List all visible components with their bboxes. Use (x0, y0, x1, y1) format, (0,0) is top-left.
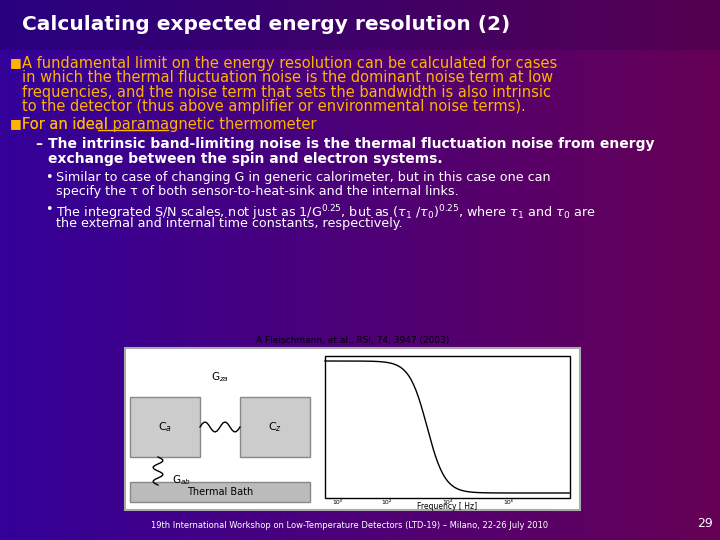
Text: A fundamental limit on the energy resolution can be calculated for cases: A fundamental limit on the energy resolu… (22, 56, 557, 71)
Text: 10⁰: 10⁰ (332, 500, 343, 505)
Text: 10²: 10² (381, 500, 392, 505)
FancyBboxPatch shape (240, 397, 310, 457)
Text: C$_a$: C$_a$ (158, 420, 172, 434)
Text: A Fleischmann, et al., RSI, 74, 3947 (2003): A Fleischmann, et al., RSI, 74, 3947 (20… (256, 336, 449, 345)
Text: Thermal Bath: Thermal Bath (187, 487, 253, 497)
Text: The integrated S/N scales, not just as 1/G$^{0.25}$, but as ($\tau_1$ /$\tau_0$): The integrated S/N scales, not just as 1… (56, 203, 595, 222)
Text: the external and internal time constants, respectively.: the external and internal time constants… (56, 218, 402, 231)
FancyBboxPatch shape (125, 348, 580, 510)
FancyBboxPatch shape (130, 482, 310, 502)
Text: For an ideal paramagnetic thermometer: For an ideal paramagnetic thermometer (22, 117, 317, 132)
Text: 10⁴: 10⁴ (442, 500, 453, 505)
Text: 10⁶: 10⁶ (503, 500, 514, 505)
Text: 19th International Workshop on Low-Temperature Detectors (LTD-19) – Milano, 22-2: 19th International Workshop on Low-Tempe… (151, 521, 549, 530)
Text: ■: ■ (10, 56, 22, 69)
Text: in which the thermal fluctuation noise is the dominant noise term at low: in which the thermal fluctuation noise i… (22, 71, 553, 85)
Text: G$_{za}$: G$_{za}$ (211, 370, 229, 384)
FancyBboxPatch shape (325, 356, 570, 498)
Text: The intrinsic band-limiting noise is the thermal fluctuation noise from energy: The intrinsic band-limiting noise is the… (48, 137, 654, 151)
Text: –: – (35, 137, 42, 151)
Text: specify the τ of both sensor-to-heat-sink and the internal links.: specify the τ of both sensor-to-heat-sin… (56, 186, 459, 199)
Text: Calculating expected energy resolution (2): Calculating expected energy resolution (… (22, 16, 510, 35)
FancyBboxPatch shape (130, 397, 200, 457)
Text: •: • (45, 171, 53, 184)
Text: Frequency [ Hz]: Frequency [ Hz] (418, 502, 477, 511)
Text: exchange between the spin and electron systems.: exchange between the spin and electron s… (48, 152, 443, 165)
Text: C$_z$: C$_z$ (268, 420, 282, 434)
Text: ■: ■ (10, 117, 22, 130)
Text: to the detector (thus above amplifier or environmental noise terms).: to the detector (thus above amplifier or… (22, 99, 526, 114)
Text: Similar to case of changing G in generic calorimeter, but in this case one can: Similar to case of changing G in generic… (56, 171, 551, 184)
Text: 29: 29 (697, 517, 713, 530)
Text: For an ideal: For an ideal (22, 117, 112, 132)
Text: frequencies, and the noise term that sets the bandwidth is also intrinsic: frequencies, and the noise term that set… (22, 85, 551, 100)
Text: •: • (45, 203, 53, 216)
Text: G$_{ab}$: G$_{ab}$ (172, 473, 191, 487)
